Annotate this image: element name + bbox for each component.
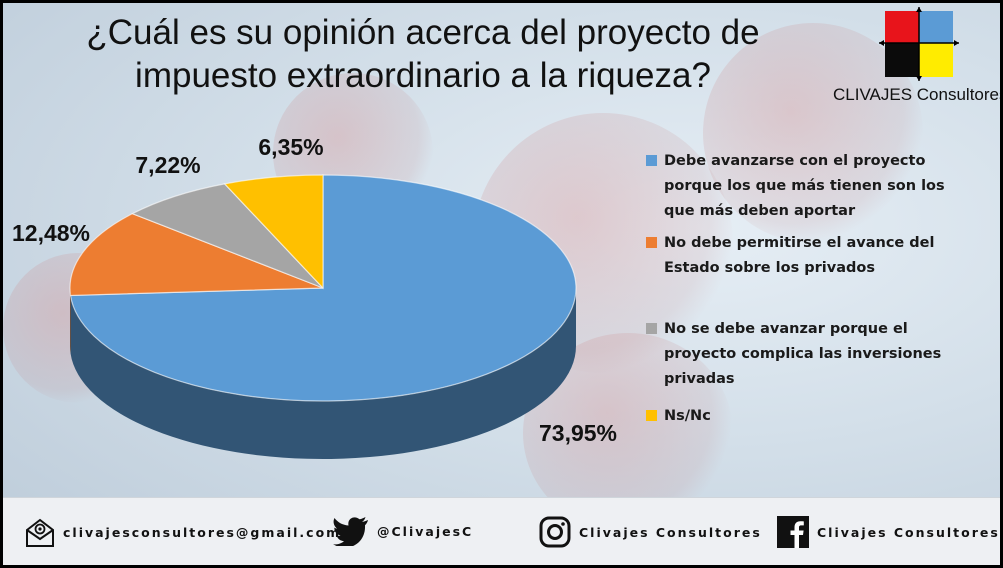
legend-label-0: Debe avanzarse con el proyecto porque lo… [664, 153, 945, 219]
brand-name: CLIVAJES Consultores [833, 85, 1000, 104]
twitter-icon [333, 517, 368, 546]
legend-item-1: No debe permitirse el avance del Estado … [646, 231, 964, 281]
legend-label-3: Ns/Nc [664, 408, 711, 424]
legend-label-1: No debe permitirse el avance del Estado … [664, 235, 935, 276]
legend-swatch-2 [646, 323, 657, 334]
footer-email-text: clivajesconsultores@gmail.com [63, 524, 342, 540]
pie-slice-side-0 [70, 288, 577, 460]
legend-item-0: Debe avanzarse con el proyecto porque lo… [646, 149, 964, 224]
chart-title: ¿Cuál es su opinión acerca del proyecto … [33, 11, 813, 97]
footer-instagram-name: Clivajes Consultores [579, 524, 762, 540]
pie-slice-1 [69, 212, 324, 297]
footer-twitter: @ClivajesC [333, 516, 473, 546]
legend-item-3: Ns/Nc [646, 404, 964, 429]
legend-swatch-3 [646, 410, 657, 421]
footer-email: clivajesconsultores@gmail.com [25, 516, 341, 548]
data-label-1: 12,48% [12, 220, 90, 246]
brand-logo-icon [879, 7, 959, 81]
facebook-icon [777, 516, 809, 548]
footer-instagram: Clivajes Consultores [539, 516, 762, 548]
instagram-icon [539, 516, 571, 548]
footer-bar: clivajesconsultores@gmail.com @ClivajesC… [3, 497, 1000, 565]
email-icon [26, 518, 54, 547]
footer-facebook: Clivajes Consultores [777, 516, 1000, 548]
title-line-2: impuesto extraordinario a la riqueza? [135, 56, 711, 95]
legend-swatch-0 [646, 155, 657, 166]
data-label-2: 7,22% [135, 152, 200, 178]
legend-item-2: No se debe avanzar porque el proyecto co… [646, 317, 964, 392]
footer-facebook-name: Clivajes Consultores [817, 524, 1000, 540]
pie-slice-2 [131, 183, 324, 289]
pie-chart: 73,95% 12,48% 7,22% 6,35% [12, 134, 617, 460]
title-line-1: ¿Cuál es su opinión acerca del proyecto … [86, 13, 760, 52]
data-label-0: 73,95% [539, 420, 617, 446]
legend-label-2: No se debe avanzar porque el proyecto co… [664, 321, 942, 387]
legend-swatch-1 [646, 237, 657, 248]
data-label-3: 6,35% [258, 134, 323, 160]
slide: ¿Cuál es su opinión acerca del proyecto … [3, 3, 1000, 565]
pie-slice-3 [223, 174, 324, 290]
footer-twitter-handle: @ClivajesC [377, 523, 474, 539]
pie-slice-side-1 [70, 288, 71, 354]
